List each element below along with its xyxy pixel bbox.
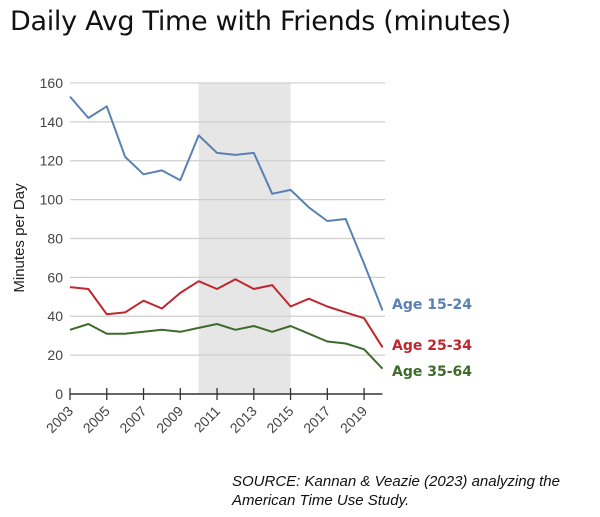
series-labels: Age 15-24 Age 25-34 Age 35-64 (392, 297, 472, 380)
x-tick-label: 2009 (153, 403, 186, 436)
y-tick-label: 120 (40, 153, 64, 169)
series-label: Age 35-64 (392, 364, 472, 380)
series-label: Age 25-34 (392, 338, 472, 354)
source-note: SOURCE: Kannan & Veazie (2023) analyzing… (232, 473, 560, 509)
series-label: Age 15-24 (392, 297, 472, 313)
series-line-age-25-34 (69, 278, 384, 348)
y-tick-label: 80 (47, 230, 63, 246)
y-axis-ticks: 0 20 40 60 80 100 120 140 160 (40, 75, 64, 402)
x-tick-label: 2013 (227, 403, 260, 436)
x-tick-label: 2007 (116, 403, 149, 436)
y-axis-label: Minutes per Day (11, 183, 28, 293)
y-tick-label: 20 (47, 347, 63, 363)
x-tick-label: 2019 (337, 403, 370, 436)
x-tick-label: 2011 (191, 403, 224, 436)
x-tick-label: 2017 (300, 403, 333, 436)
y-tick-label: 140 (40, 114, 64, 130)
y-tick-label: 0 (55, 386, 63, 402)
series-lines (69, 95, 384, 370)
chart-title: Daily Avg Time with Friends (minutes) (10, 6, 511, 37)
y-tick-label: 40 (47, 308, 63, 324)
x-tick-label: 2005 (80, 403, 113, 436)
series-line-age-15-24 (69, 95, 384, 311)
series-line-age-35-64 (69, 323, 384, 370)
x-tick-label: 2003 (43, 403, 76, 436)
x-axis: 2003 2005 2007 2009 2011 2013 2015 2017 2019 (43, 388, 383, 436)
y-tick-label: 160 (40, 75, 64, 91)
y-tick-label: 60 (47, 269, 63, 285)
y-tick-label: 100 (40, 192, 64, 208)
gridlines (70, 82, 385, 356)
x-tick-label: 2015 (263, 403, 296, 436)
